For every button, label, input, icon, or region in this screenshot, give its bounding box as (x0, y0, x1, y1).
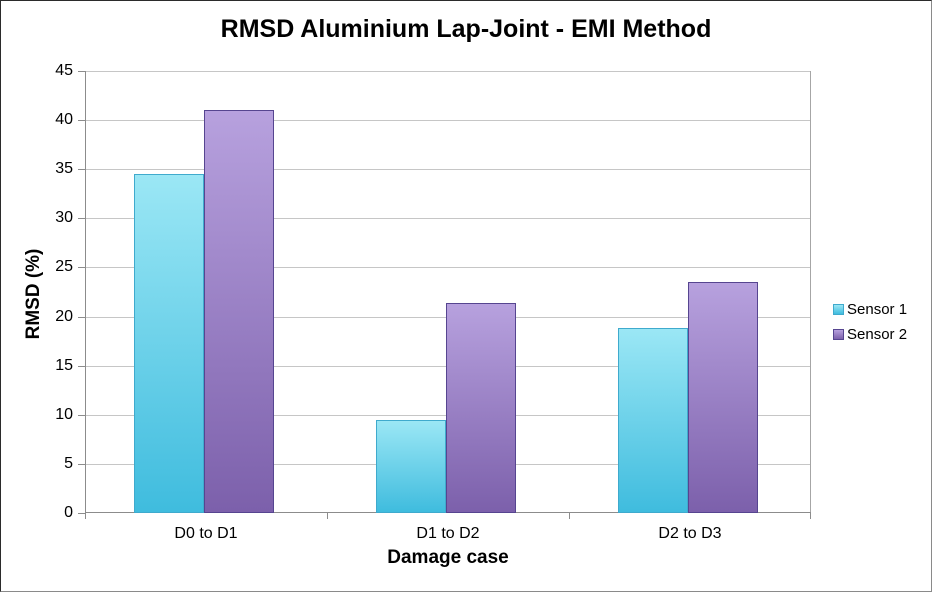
y-tick-label: 10 (55, 406, 73, 423)
y-tick-label: 20 (55, 308, 73, 325)
chart-title: RMSD Aluminium Lap-Joint - EMI Method (220, 15, 712, 43)
y-tick-label: 35 (55, 160, 73, 177)
legend-item: Sensor 2 (833, 322, 907, 347)
gridline (85, 169, 811, 170)
y-tick-mark (78, 169, 85, 170)
y-tick-mark (78, 415, 85, 416)
gridline (85, 120, 811, 121)
legend: Sensor 1 Sensor 2 (833, 297, 907, 347)
y-tick-label: 30 (55, 209, 73, 226)
bar-sensor-2 (204, 110, 274, 513)
gridline (85, 267, 811, 268)
y-tick-label: 0 (64, 504, 73, 521)
x-category-label: D2 to D3 (658, 525, 722, 542)
x-tick-mark (810, 513, 811, 519)
legend-label: Sensor 2 (847, 326, 908, 343)
bar-sensor-1 (618, 328, 688, 513)
y-tick-mark (78, 464, 85, 465)
bar-sensor-2 (446, 303, 516, 513)
y-tick-mark (78, 120, 85, 121)
legend-item: Sensor 1 (833, 297, 907, 322)
y-tick-label: 15 (55, 357, 73, 374)
y-tick-mark (78, 513, 85, 514)
bar-sensor-1 (376, 420, 446, 513)
x-category-label: D0 to D1 (174, 525, 238, 542)
y-axis-line (85, 71, 86, 513)
x-tick-mark (569, 513, 570, 519)
y-tick-mark (78, 218, 85, 219)
y-tick-mark (78, 71, 85, 72)
plot-right-border (810, 71, 811, 513)
legend-swatch-icon (833, 304, 844, 315)
bar-sensor-2 (688, 282, 758, 513)
y-tick-label: 25 (55, 258, 73, 275)
y-tick-mark (78, 366, 85, 367)
gridline (85, 71, 811, 72)
y-tick-mark (78, 267, 85, 268)
y-tick-label: 45 (55, 62, 73, 79)
x-tick-mark (327, 513, 328, 519)
plot-area: 0 5 10 15 20 25 30 35 40 45 D0 to D1 D1 to D2 D2 to … (55, 63, 811, 542)
gridline (85, 218, 811, 219)
bar-sensor-1 (134, 174, 204, 513)
legend-label: Sensor 1 (847, 301, 908, 318)
x-tick-mark (85, 513, 86, 519)
x-category-label: D1 to D2 (416, 525, 480, 542)
y-tick-label: 40 (55, 111, 73, 128)
legend-swatch-icon (833, 329, 844, 340)
y-tick-mark (78, 317, 85, 318)
y-tick-label: 5 (64, 455, 73, 472)
y-axis-title: RMSD (%) (23, 248, 44, 340)
x-axis-title: Damage case (387, 547, 509, 568)
